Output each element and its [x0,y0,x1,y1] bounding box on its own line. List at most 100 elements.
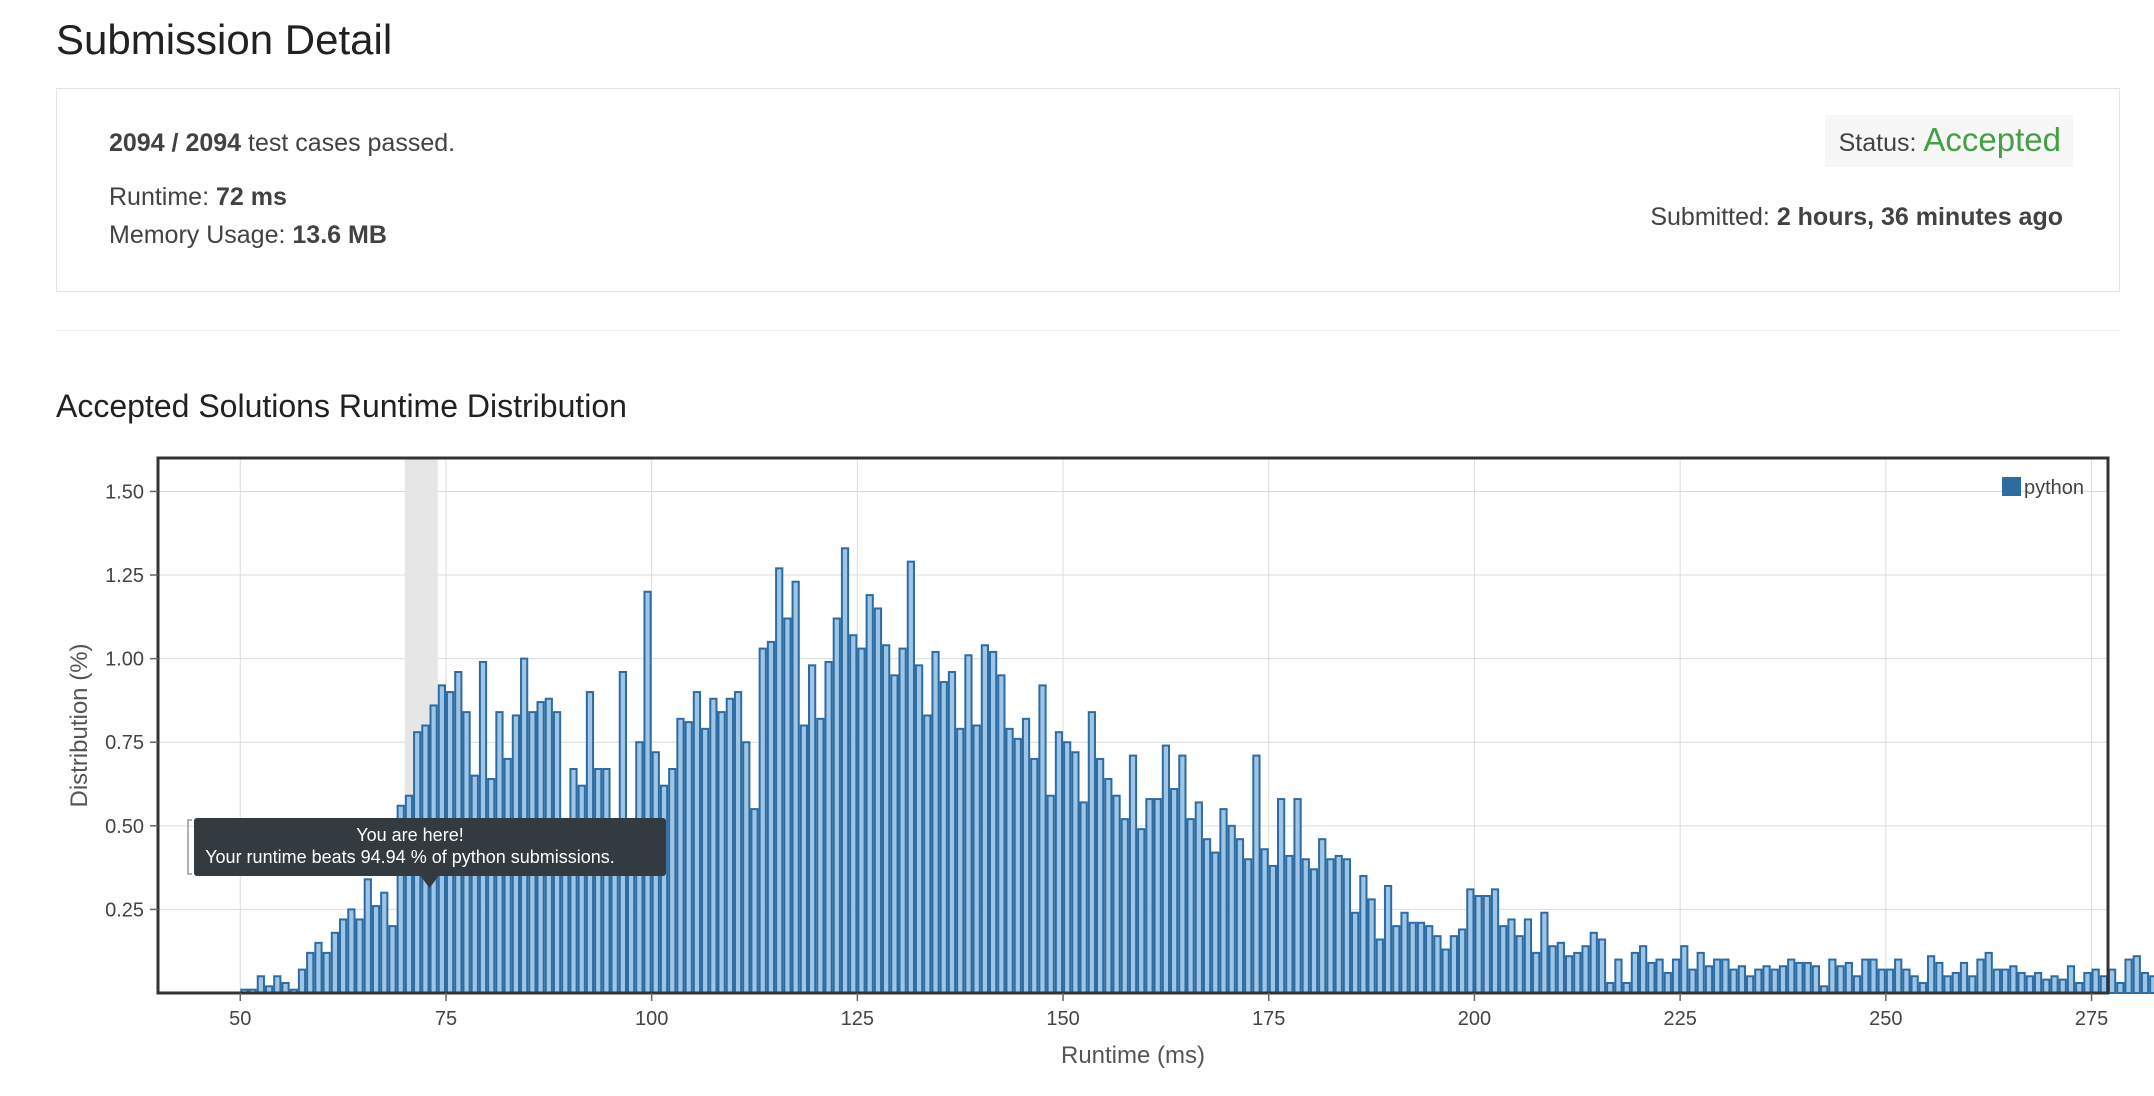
bar[interactable] [1128,754,1138,994]
legend[interactable]: python [2002,477,2084,499]
bar[interactable] [1647,961,1656,994]
bar[interactable] [1655,958,1664,994]
bar[interactable] [256,975,265,994]
bar[interactable] [1680,945,1689,994]
bar[interactable] [1104,778,1113,994]
bar[interactable] [577,784,586,994]
bar[interactable] [775,567,784,994]
bar[interactable] [2033,971,2043,994]
bar[interactable] [1095,757,1105,994]
bar[interactable] [2075,981,2084,994]
bar[interactable] [380,891,389,994]
bar[interactable] [2140,971,2150,994]
bar[interactable] [824,660,833,994]
bar[interactable] [1622,981,1631,994]
bar[interactable] [1828,958,1837,994]
bar[interactable] [1935,961,1944,994]
bar[interactable] [1762,965,1771,994]
bar[interactable] [1219,808,1228,994]
bar[interactable] [470,774,479,994]
bar[interactable] [923,714,932,994]
bar[interactable] [1581,945,1590,994]
bar[interactable] [1087,711,1096,994]
bar[interactable] [2025,975,2034,994]
bar[interactable] [1351,911,1360,994]
bar[interactable] [1573,951,1582,994]
bar[interactable] [1153,798,1162,994]
bar[interactable] [1597,938,1607,994]
bar[interactable] [1318,838,1327,994]
bar[interactable] [273,975,282,994]
bar[interactable] [1071,751,1080,994]
bar[interactable] [964,654,973,994]
bar[interactable] [1606,981,1615,994]
bar[interactable] [1293,798,1302,994]
bar[interactable] [1474,895,1483,994]
bar[interactable] [1120,818,1129,994]
bar[interactable] [281,981,290,994]
bar[interactable] [1589,931,1598,994]
bar[interactable] [725,697,734,994]
bar[interactable] [865,594,874,994]
bar[interactable] [2091,968,2100,994]
bar[interactable] [1770,968,1779,994]
bar[interactable] [2042,978,2051,994]
bar[interactable] [808,664,817,994]
bar[interactable] [1425,925,1434,994]
bar[interactable] [1392,925,1401,994]
bar[interactable] [956,727,965,994]
bar[interactable] [1877,968,1886,994]
bar[interactable] [1301,858,1310,994]
bar[interactable] [1260,848,1269,994]
bar[interactable] [297,968,307,994]
bar[interactable] [1021,717,1031,994]
bar[interactable] [1754,968,1763,994]
bar[interactable] [1285,854,1294,994]
bar[interactable] [1170,788,1179,994]
bar[interactable] [1671,958,1681,994]
bar[interactable] [1030,757,1039,994]
bar[interactable] [816,717,825,994]
bar[interactable] [906,560,915,994]
bar[interactable] [1005,727,1014,994]
bar[interactable] [1844,961,1853,994]
bar[interactable] [1211,851,1220,994]
bar[interactable] [1244,858,1253,994]
bar[interactable] [1910,975,1919,994]
bar[interactable] [1046,794,1055,994]
bar[interactable] [1968,975,1977,994]
bar[interactable] [890,674,899,994]
bar[interactable] [2124,958,2133,994]
bar[interactable] [643,590,652,994]
bar[interactable] [1515,935,1524,994]
bar[interactable] [2066,965,2076,994]
bar[interactable] [1639,945,1648,994]
bar[interactable] [347,908,356,994]
status-value[interactable]: Accepted [1923,121,2061,158]
bar[interactable] [1745,975,1755,994]
bar[interactable] [1630,951,1640,994]
bar[interactable] [1466,888,1475,994]
bar[interactable] [742,741,751,994]
bar[interactable] [2001,968,2010,994]
bar[interactable] [2149,975,2154,994]
bar[interactable] [1383,885,1393,994]
bar[interactable] [363,878,372,994]
bar[interactable] [832,617,841,994]
bar[interactable] [1359,874,1368,994]
bar[interactable] [1178,754,1187,994]
bar[interactable] [2058,978,2067,994]
bar[interactable] [898,647,907,994]
bar[interactable] [989,650,998,994]
bar[interactable] [882,644,891,994]
bar[interactable] [1309,868,1319,994]
bar[interactable] [330,931,340,994]
bar[interactable] [1038,684,1047,994]
bar[interactable] [1787,958,1796,994]
bar[interactable] [799,724,809,994]
bar[interactable] [692,691,702,994]
bar[interactable] [1721,958,1730,994]
bar[interactable] [1235,838,1245,994]
bar[interactable] [1548,945,1557,994]
bar[interactable] [1054,731,1064,994]
